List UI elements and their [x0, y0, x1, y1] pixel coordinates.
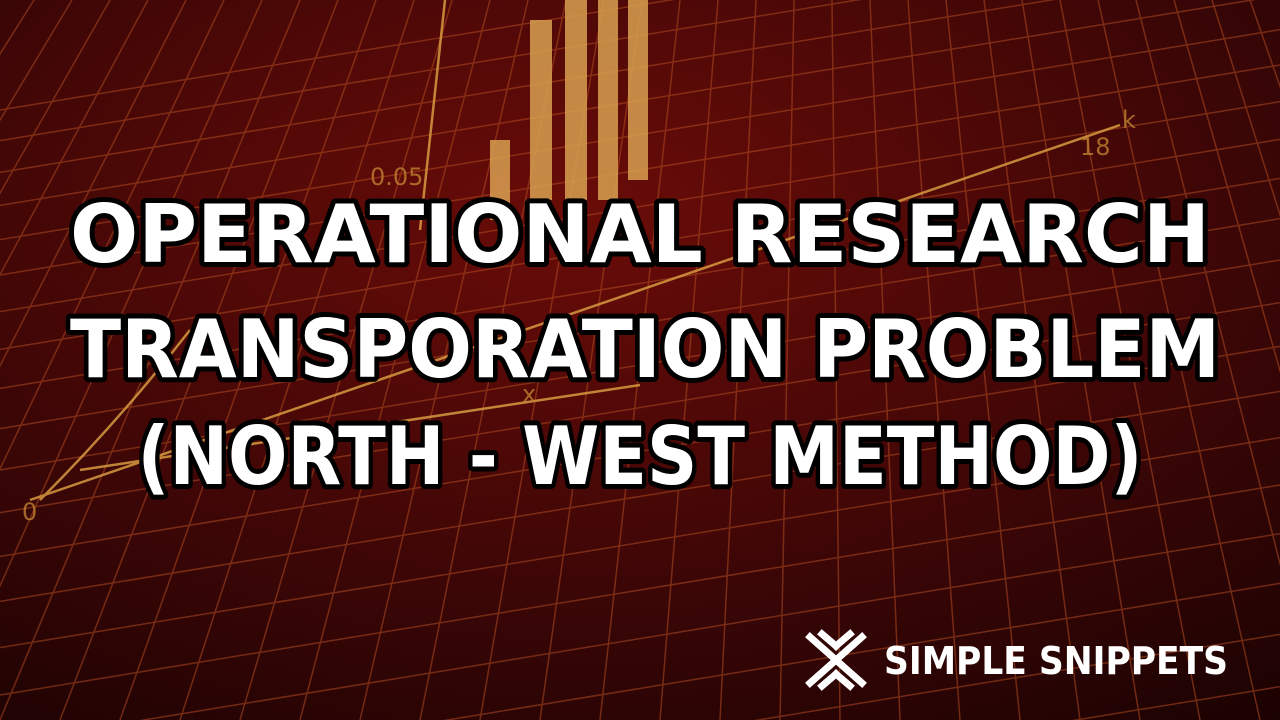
grid-line — [869, 0, 901, 720]
grid-line — [1097, 0, 1261, 720]
grid-line — [0, 138, 1280, 351]
chart-sketch — [29, 0, 1121, 502]
grid-line — [0, 0, 111, 195]
grid-line — [1211, 0, 1280, 218]
grid-line — [0, 100, 1280, 313]
title-line: OPERATIONAL RESEARCH — [70, 188, 1210, 281]
grid-line — [0, 345, 1280, 558]
grid-line — [0, 0, 149, 277]
grid-line — [599, 0, 681, 720]
logo-icon — [805, 629, 867, 691]
grid-line — [983, 0, 1081, 720]
bg-label: x — [522, 380, 536, 408]
title-line: TRANSPORATION PROBLEM — [70, 303, 1220, 396]
grid-line — [179, 0, 415, 720]
bg-label: k — [1122, 106, 1136, 134]
grid-line — [0, 0, 263, 588]
grid-line — [0, 177, 1280, 390]
logo-text: SIMPLE SNIPPETS — [884, 639, 1228, 683]
bg-label: 18 — [1080, 133, 1111, 161]
bg-label: 0.05 — [370, 163, 423, 191]
grid-line — [0, 217, 1280, 430]
grid-line — [0, 390, 1280, 603]
grid-line — [59, 0, 339, 720]
grid-line — [0, 436, 1280, 649]
grid-line — [945, 0, 1021, 720]
grid-line — [719, 0, 757, 720]
title-line: (NORTH - WEST METHOD) — [138, 410, 1143, 503]
grid-line — [539, 0, 643, 720]
grid-line — [779, 0, 795, 720]
grid-line — [299, 0, 491, 720]
grid-line — [239, 0, 453, 720]
grid-line — [359, 0, 529, 720]
grid-line — [0, 259, 1280, 471]
grid-line — [139, 532, 1280, 720]
grid-line — [831, 0, 841, 720]
grid-line — [119, 0, 377, 720]
grid-line — [753, 633, 1280, 720]
grid-line — [659, 0, 719, 720]
grid-line — [0, 301, 1280, 514]
grid-line — [1173, 0, 1280, 374]
bg-label: 0 — [22, 498, 37, 526]
grid-line — [442, 582, 1280, 720]
grid-line — [0, 484, 1280, 696]
grid-line — [0, 0, 225, 471]
grid-line — [0, 0, 301, 720]
grid-line — [1021, 0, 1141, 720]
bars — [490, 0, 648, 220]
